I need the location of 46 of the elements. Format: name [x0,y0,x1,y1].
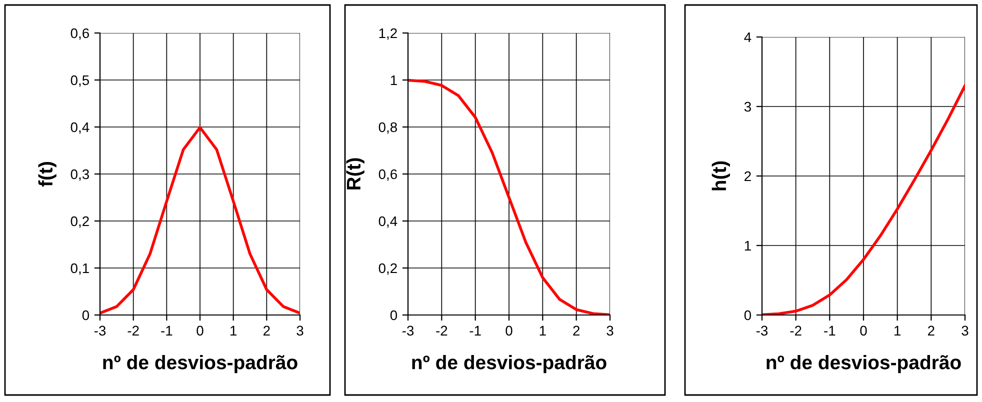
x-tick-label: -2 [436,326,448,336]
y-axis-title: R(t) [346,158,364,190]
x-tick-label: 2 [264,326,270,336]
x-tick-label: 1 [540,326,546,336]
x-tick-label: 3 [296,326,304,336]
y-tick-label: 1 [390,75,397,86]
y-tick-label: 0,6 [378,169,397,181]
y-tick-label: 2 [744,171,751,182]
y-axis-title: f(t) [38,162,56,187]
x-tick-label: 3 [962,326,968,336]
y-tick-label: 3 [744,102,751,112]
y-tick-label: 0 [390,310,398,320]
x-tick-label: 0 [196,326,204,336]
x-axis-title: nº de desvios-padrão [103,355,298,374]
x-tick-label: -3 [756,326,768,336]
x-tick-label: -2 [128,326,139,336]
x-axis-title: nº de desvios-padrão [412,355,606,374]
y-tick-label: 0,1 [70,263,89,275]
y-tick-label: 0,3 [70,169,89,181]
x-tick-label: -1 [824,326,836,336]
y-tick-label: 0,2 [70,216,89,228]
x-tick-label: 3 [606,326,614,336]
x-tick-label: -2 [790,326,802,336]
x-tick-label: 1 [894,326,901,336]
x-tick-label: 0 [506,326,512,336]
y-tick-label: 0,5 [70,75,90,87]
x-tick-label: -3 [402,326,414,336]
y-tick-label: 0,2 [378,263,397,275]
x-tick-label: -1 [161,326,172,336]
x-tick-label: 1 [230,326,237,336]
y-tick-label: 1 [744,240,751,251]
y-tick-label: 0,4 [378,216,398,228]
x-tick-label: 0 [860,326,867,336]
y-tick-label: 0 [744,310,752,320]
x-tick-label: 2 [928,326,934,336]
x-tick-label: -1 [470,326,481,336]
y-tick-label: 4 [744,32,752,42]
x-tick-label: 2 [573,326,580,336]
y-tick-label: 0,6 [70,28,89,40]
y-tick-label: 0,8 [378,122,397,134]
x-axis-title: nº de desvios-padrão [766,355,961,374]
y-tick-label: 1,2 [379,28,397,40]
y-tick-label: 0,4 [70,122,90,134]
y-axis-title: h(t) [712,161,730,190]
y-tick-label: 0 [82,310,90,320]
x-tick-label: -3 [94,326,106,336]
